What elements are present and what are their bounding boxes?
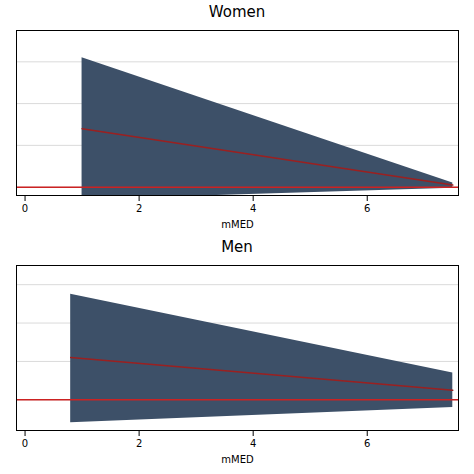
svg-text:0: 0 <box>22 438 28 449</box>
svg-text:mMED: mMED <box>221 219 254 230</box>
svg-text:6: 6 <box>364 203 370 214</box>
svg-text:4: 4 <box>250 203 256 214</box>
svg-text:4: 4 <box>250 438 256 449</box>
svg-text:2: 2 <box>136 438 142 449</box>
svg-text:6: 6 <box>364 438 370 449</box>
svg-text:2: 2 <box>136 203 142 214</box>
html-text:Women: Women <box>208 3 266 21</box>
html-text:Men: Men <box>221 238 253 256</box>
svg-text:mMED: mMED <box>221 454 254 465</box>
svg-text:0: 0 <box>22 203 28 214</box>
